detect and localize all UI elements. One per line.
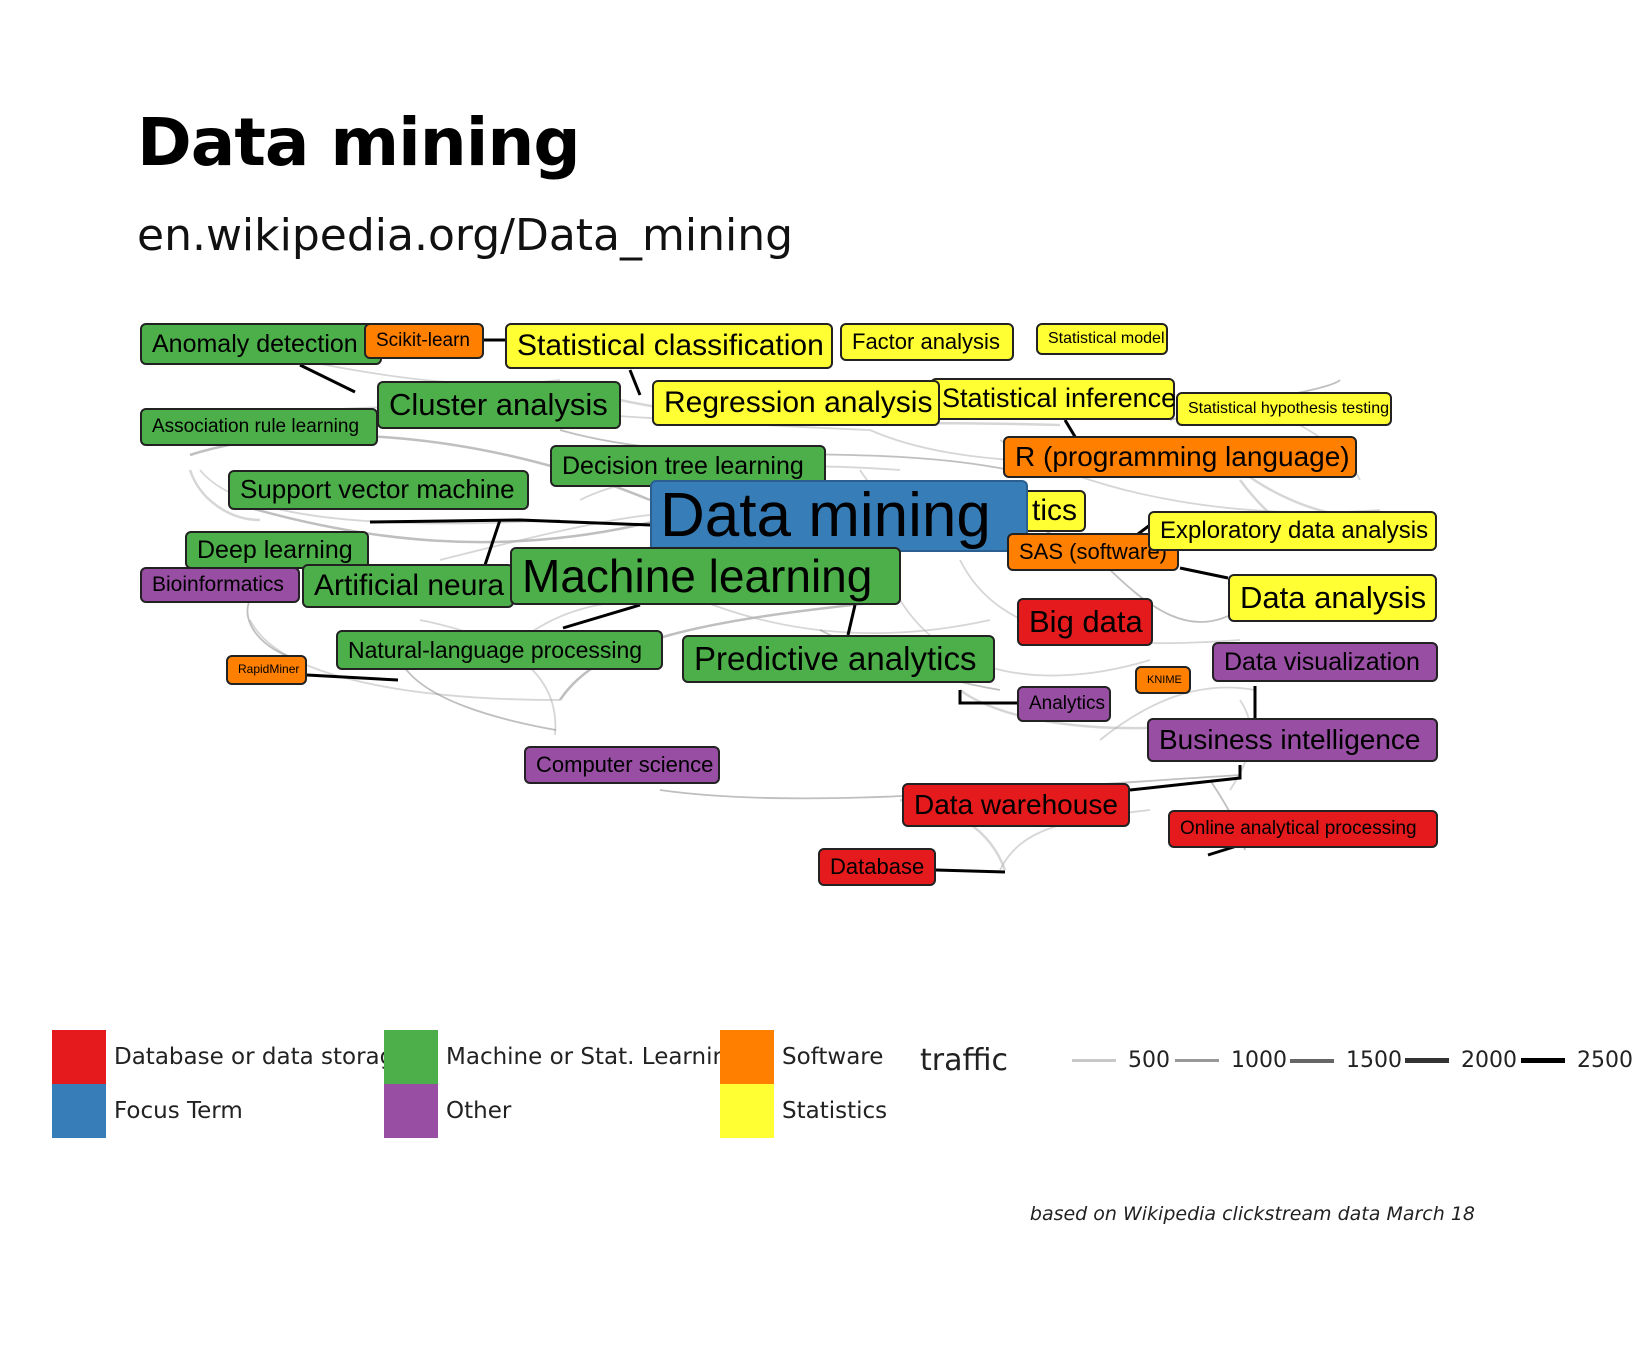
node-olap[interactable]: Online analytical processing <box>1168 810 1438 848</box>
node-assocrule[interactable]: Association rule learning <box>140 408 378 446</box>
legend-label: Database or data storage <box>114 1044 409 1070</box>
node-eda[interactable]: Exploratory data analysis <box>1148 511 1437 551</box>
legend-item-other: Other <box>384 1084 511 1138</box>
edge <box>628 369 642 396</box>
traffic-label: 2000 <box>1461 1048 1517 1073</box>
traffic-line <box>1405 1058 1449 1063</box>
legend-label: Focus Term <box>114 1098 243 1124</box>
traffic-legend-item: 1500 <box>1290 1048 1402 1073</box>
edge <box>558 598 901 701</box>
legend-swatch <box>720 1030 774 1084</box>
legend-label: Other <box>446 1098 512 1124</box>
node-ann[interactable]: Artificial neura <box>302 564 514 608</box>
edge <box>562 603 641 630</box>
legend-label: Machine or Stat. Learning <box>446 1044 742 1070</box>
edge <box>846 604 857 636</box>
traffic-legend-item: 2500 <box>1521 1048 1633 1073</box>
edge <box>1099 559 1241 623</box>
node-cs[interactable]: Computer science <box>524 746 720 784</box>
legend-swatch <box>384 1030 438 1084</box>
node-statmodel[interactable]: Statistical model <box>1036 323 1168 355</box>
legend-item-software: Software <box>720 1030 883 1084</box>
chart-subtitle: en.wikipedia.org/Data_mining <box>137 210 794 261</box>
edge <box>1129 765 1242 792</box>
legend-item-ml: Machine or Stat. Learning <box>384 1030 742 1084</box>
traffic-label: 2500 <box>1577 1048 1633 1073</box>
edge <box>399 659 557 731</box>
node-statistics[interactable]: tics <box>1020 490 1086 532</box>
edge <box>369 518 651 527</box>
legend-item-database: Database or data storage <box>52 1030 408 1084</box>
traffic-label: 1000 <box>1231 1048 1287 1073</box>
node-cluster[interactable]: Cluster analysis <box>377 381 621 429</box>
traffic-line <box>1072 1059 1116 1062</box>
legend-swatch <box>52 1030 106 1084</box>
traffic-legend-item: 2000 <box>1405 1048 1517 1073</box>
legend-item-focus: Focus Term <box>52 1084 243 1138</box>
node-datamining[interactable]: Data mining <box>650 480 1028 552</box>
legend-swatch <box>720 1084 774 1138</box>
legend-label: Statistics <box>782 1098 888 1124</box>
traffic-line <box>1290 1058 1334 1063</box>
traffic-label: 1500 <box>1346 1048 1402 1073</box>
traffic-label: 500 <box>1128 1048 1170 1073</box>
legend-label: Software <box>782 1044 884 1070</box>
node-ml[interactable]: Machine learning <box>510 547 901 605</box>
edge <box>306 673 399 682</box>
source-caption: based on Wikipedia clickstream data Marc… <box>1029 1203 1475 1225</box>
edge <box>199 469 561 525</box>
node-bi[interactable]: Business intelligence <box>1147 718 1438 762</box>
node-rapidminer[interactable]: RapidMiner <box>226 655 307 685</box>
node-hypothesis[interactable]: Statistical hypothesis testing <box>1176 392 1392 426</box>
traffic-legend-title: traffic <box>920 1043 1008 1078</box>
node-statclass[interactable]: Statistical classification <box>505 323 833 369</box>
edge <box>249 619 561 701</box>
node-scikit[interactable]: Scikit-learn <box>364 323 484 359</box>
edge <box>1179 566 1229 580</box>
edge <box>935 868 1006 874</box>
node-factor[interactable]: Factor analysis <box>840 323 1014 361</box>
node-predictive[interactable]: Predictive analytics <box>682 635 995 683</box>
edge <box>439 514 651 561</box>
node-bioinf[interactable]: Bioinformatics <box>140 567 300 603</box>
chart-title: Data mining <box>137 104 581 181</box>
node-analytics[interactable]: Analytics <box>1017 686 1111 722</box>
node-bigdata[interactable]: Big data <box>1017 598 1153 646</box>
edge <box>1099 686 1256 741</box>
legend-item-statistics: Statistics <box>720 1084 887 1138</box>
legend-swatch <box>52 1084 106 1138</box>
node-database[interactable]: Database <box>818 848 936 886</box>
traffic-legend-item: 500 <box>1072 1048 1170 1073</box>
edge <box>299 363 356 394</box>
node-anomaly[interactable]: Anomaly detection <box>140 323 382 365</box>
node-nlp[interactable]: Natural-language processing <box>336 630 663 670</box>
edge <box>483 519 502 566</box>
node-regression[interactable]: Regression analysis <box>652 380 940 426</box>
node-dataanalysis[interactable]: Data analysis <box>1228 574 1437 622</box>
node-statinf[interactable]: Statistical inference <box>930 378 1176 420</box>
edge <box>958 690 1017 705</box>
edge <box>188 469 261 522</box>
edge <box>239 503 661 544</box>
node-sas[interactable]: SAS (software) <box>1007 533 1179 571</box>
node-svm[interactable]: Support vector machine <box>228 470 529 510</box>
node-datavis[interactable]: Data visualization <box>1212 642 1438 682</box>
node-r[interactable]: R (programming language) <box>1003 436 1357 478</box>
node-knime[interactable]: KNIME <box>1135 666 1191 694</box>
node-dw[interactable]: Data warehouse <box>902 783 1130 827</box>
traffic-legend-item: 1000 <box>1175 1048 1287 1073</box>
traffic-line <box>1521 1058 1565 1063</box>
edge <box>899 599 1151 677</box>
traffic-line <box>1175 1058 1219 1063</box>
legend-swatch <box>384 1084 438 1138</box>
